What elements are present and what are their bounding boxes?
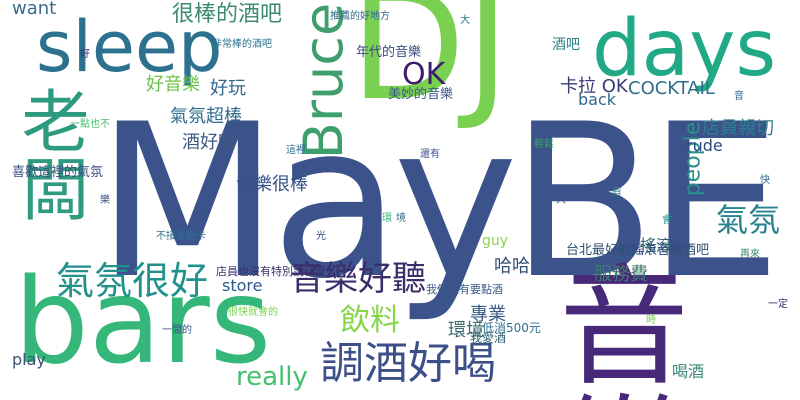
cloud-word: 人 [556,195,566,206]
cloud-word: 環境 [448,320,484,341]
cloud-word: 時 [646,315,656,326]
cloud-word: 環 [382,213,392,224]
cloud-word: want [12,0,57,19]
cloud-word: days [592,4,777,94]
cloud-word: 推薦的好地方 [330,11,390,22]
cloud-word: 喝酒 [672,362,705,381]
cloud-word: back [578,90,617,109]
cloud-word: COCKTAIL [628,78,715,99]
cloud-word: store [222,276,263,295]
cloud-word: 音樂很棒 [236,174,308,195]
cloud-word: 音 [734,91,744,102]
cloud-word: 台北最好的搖滾音樂酒吧 [566,243,710,258]
cloud-word: 還有 [420,149,440,160]
cloud-word: 樂 [100,195,110,206]
cloud-word: 大 [460,15,470,26]
cloud-word: Bruce [292,2,356,160]
cloud-word: 有 [612,187,622,198]
cloud-word: 音樂 [537,258,689,400]
cloud-word: 氣氛很好 [56,259,209,303]
cloud-word: 境 [396,213,406,224]
cloud-word: rude [686,136,723,155]
cloud-word: 我愛酒 [470,331,507,345]
cloud-word: 音樂好聽 [290,259,426,299]
cloud-word: 搖滾 [640,236,673,255]
cloud-word: 非常棒的酒吧 [212,39,272,50]
cloud-word: 酒吧 [552,37,580,53]
cloud-word: 好音樂 [146,74,200,95]
cloud-word: 再來 [740,249,760,260]
cloud-word: play [12,350,46,369]
cloud-word: people [680,121,706,197]
cloud-word: MayBE [96,78,782,325]
cloud-word: 一點也不 [70,119,110,130]
cloud-word: sleep [36,6,223,88]
cloud-word: 一間的 [162,325,192,336]
cloud-word: 喜歡這裡的氣氛 [12,165,104,180]
cloud-word: 低消500元 [482,321,541,335]
cloud-word: 飲料 [340,303,400,338]
cloud-word: 美妙的音樂 [388,87,454,102]
cloud-word: really [236,362,308,392]
cloud-word: 服務費 [594,264,648,285]
cloud-word: 氣氛超棒 [170,106,242,127]
cloud-word: 哈哈 [494,256,530,277]
cloud-word: 的 [196,209,206,220]
cloud-word: 店員親切 [702,118,774,139]
cloud-word: 店員也沒有特別說什麼 [216,265,326,278]
cloud-word: 這裡 [286,145,306,156]
cloud-word: 調酒好喝 [320,338,496,389]
cloud-word: 卡拉 OK [560,76,628,97]
cloud-word: 很快就會的 [228,307,278,318]
cloud-word: 酒好喝 [182,132,236,153]
cloud-word: 我們沒有要點酒 [426,283,503,296]
cloud-word: 光 [316,231,326,242]
cloud-word: 老闆 [9,86,88,222]
cloud-word: DJ [350,0,510,134]
cloud-word: guy [482,233,509,249]
cloud-word: 會 [662,215,672,226]
cloud-word: 好玩 [210,78,246,99]
cloud-word: OK [402,57,446,92]
cloud-word: 快 [760,175,770,186]
cloud-word: 專業 [470,304,506,325]
cloud-word: 年代的音樂 [356,45,422,60]
cloud-word: 一定 [768,299,788,310]
cloud-word: 輕鬆 [534,139,554,150]
cloud-word: bars [14,252,272,390]
cloud-word: 氣氛 [716,201,781,239]
cloud-word: 很棒的酒吧 [172,2,283,27]
cloud-word: 好 [80,49,90,60]
cloud-word: 不接受刷卡 [156,231,206,242]
